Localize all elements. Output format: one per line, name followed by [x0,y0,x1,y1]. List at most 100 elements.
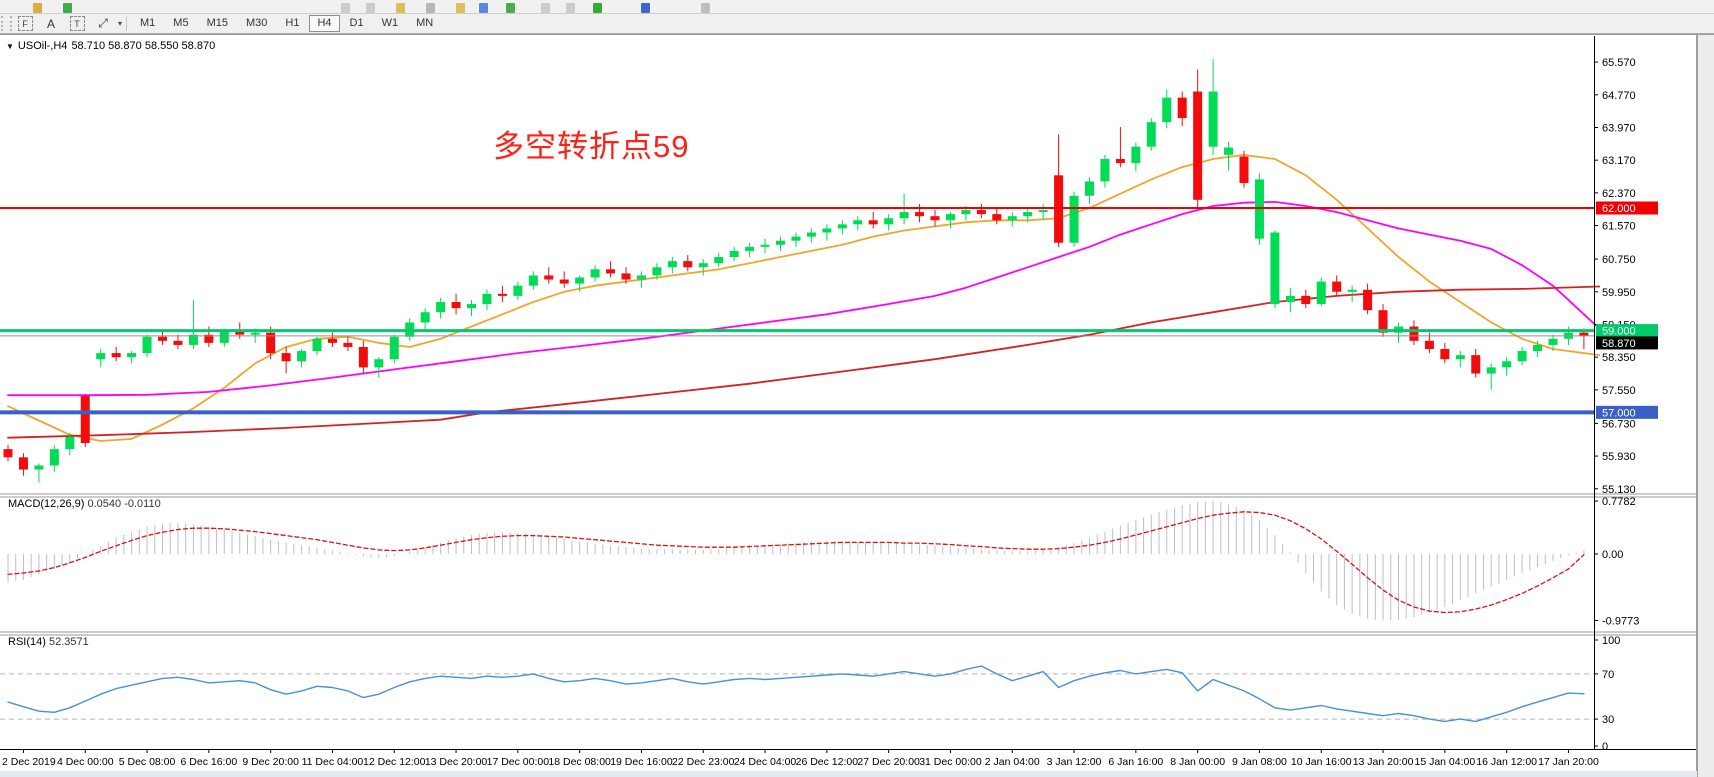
hline-59.000[interactable] [0,329,1594,333]
macd-panel[interactable] [7,500,1585,621]
candle-bullish [1131,146,1141,164]
candle-bullish [1038,210,1048,213]
candle-bearish [1177,97,1187,119]
candle-bullish [652,267,662,276]
timeframe-button-m5[interactable]: M5 [173,17,189,29]
candle-bullish [776,240,785,245]
chart-window[interactable]: 65.570 64.770 63.970 63.170 62.370 61.570 60.7… [0,34,1714,777]
price-tick-label: 57.550 [1602,385,1636,397]
candle-bullish [590,269,600,278]
main-price-panel[interactable] [0,59,1601,483]
arrow-dropdown-caret[interactable]: ▾ [118,19,123,28]
window-bottom-strip [0,771,1697,777]
toolbar-fragment-icon[interactable] [456,3,465,13]
candle-bullish [49,449,59,466]
candlestick-series [3,59,1589,483]
toolbar-fragment-icon[interactable] [479,3,488,13]
rsi-value: 52.3571 [48,636,89,648]
timeframe-button-m1[interactable]: M1 [140,17,156,29]
rsi-tick-label: 30 [1602,714,1614,726]
window-scrollbar-strip[interactable] [1697,35,1714,777]
timeframe-button-h1[interactable]: H1 [285,17,300,29]
hline-57.000[interactable] [0,410,1594,415]
symbol-dropdown-icon[interactable]: ▼ [6,41,14,51]
price-tick-label: 62.370 [1602,188,1636,200]
candle-bullish [312,338,322,352]
timeframe-button-d1[interactable]: D1 [349,17,364,29]
candle-bearish [451,302,461,309]
arrow-objects-icon[interactable]: ⤢ [98,16,108,30]
timeframe-button-w1[interactable]: W1 [381,17,399,29]
rsi-tick-label: 0 [1602,741,1608,753]
toolbar-drag-handle[interactable] [1,16,12,31]
chart-text-annotation: 多空转折点59 [493,129,690,164]
macd-tick-label: 0.7782 [1602,496,1636,508]
toolbar-fragment-icon[interactable] [541,3,550,13]
candle-bullish [374,359,384,368]
hline-62.000[interactable] [0,207,1594,209]
time-tick-label: 17 Jan 20:00 [1538,756,1599,768]
candle-bearish [559,279,569,284]
candle-bearish [235,330,245,335]
candle-bullish [791,236,801,241]
toolbar-fragment-icon[interactable] [641,3,650,13]
hline-57.000-badge-label: 57.000 [1602,407,1636,419]
candle-bearish [343,342,353,347]
candle-bullish [513,285,523,296]
toolbar-fragment-icon[interactable] [426,3,435,13]
candle-bearish [281,353,291,362]
toolbar-fragment-icon[interactable] [506,3,515,13]
timeframe-group: M1 M5 M15 M30 H1 H4 D1 W1 MN [131,15,442,32]
toolbar-fragment-icon[interactable] [63,3,72,13]
time-tick-label: 13 Dec 20:00 [425,756,488,768]
toolbar-fragment-icon[interactable] [396,3,405,13]
time-axis[interactable]: 2 Dec 2019 4 Dec 00:00 5 Dec 08:00 6 Dec 16… [2,749,1599,768]
rsi-panel[interactable] [0,665,1594,723]
timeframe-button-m30[interactable]: M30 [245,17,268,29]
candle-bearish [1115,158,1125,164]
toolbar-fragment-icon[interactable] [593,3,602,13]
price-axis[interactable]: 65.570 64.770 63.970 63.170 62.370 61.570 60.7… [0,35,1697,777]
toolbar-fragment-icon[interactable] [33,3,42,13]
candle-bullish [127,353,137,358]
text-label-icon[interactable]: A [46,16,55,31]
toolbar-fragment-icon[interactable] [341,3,350,13]
candle-bullish [96,353,106,360]
toolbar-fragment-icon[interactable] [701,3,710,13]
candle-bullish [822,228,832,233]
candle-bearish [327,338,337,343]
candle-bullish [884,218,894,225]
candle-bullish [1162,97,1172,123]
toolbar-clipped-row [0,0,1714,14]
macd-signal-line [7,511,1585,614]
candle-bearish [1054,175,1064,243]
toolbar-fragment-icon[interactable] [566,3,575,13]
toolbar-fragment-icon[interactable] [366,3,375,13]
time-tick-label: 9 Jan 08:00 [1232,756,1287,768]
timeframe-button-h4[interactable]: H4 [309,15,340,32]
current-price-badge-label: 58.870 [1602,338,1636,350]
price-tick-label: 63.970 [1602,122,1636,134]
candle-bullish [467,304,476,309]
chart-canvas[interactable]: 65.570 64.770 63.970 63.170 62.370 61.570 60.7… [0,35,1714,777]
candle-bullish [1069,195,1079,243]
candle-bullish [34,465,44,470]
text-box-icon[interactable]: T [65,15,89,32]
timeframe-button-m15[interactable]: M15 [206,17,228,29]
candle-bullish [806,232,816,237]
time-tick-label: 17 Dec 00:00 [487,756,550,768]
time-tick-label: 24 Dec 04:00 [734,756,797,768]
time-tick-label: 11 Dec 04:00 [302,756,364,768]
candle-bearish [1363,289,1373,311]
candle-bullish [1316,281,1326,305]
timeframe-button-mn[interactable]: MN [416,17,434,29]
candle-bearish [173,340,183,345]
candle-bullish [1285,295,1295,303]
candle-bullish [745,246,755,251]
price-tick-label: 55.130 [1602,484,1636,496]
candle-bullish [961,210,971,215]
macd-value: 0.0540 [87,498,122,510]
price-tick-label: 65.570 [1602,57,1636,69]
selection-frame-icon[interactable]: F [13,15,37,32]
candle-bullish [1023,212,1033,217]
